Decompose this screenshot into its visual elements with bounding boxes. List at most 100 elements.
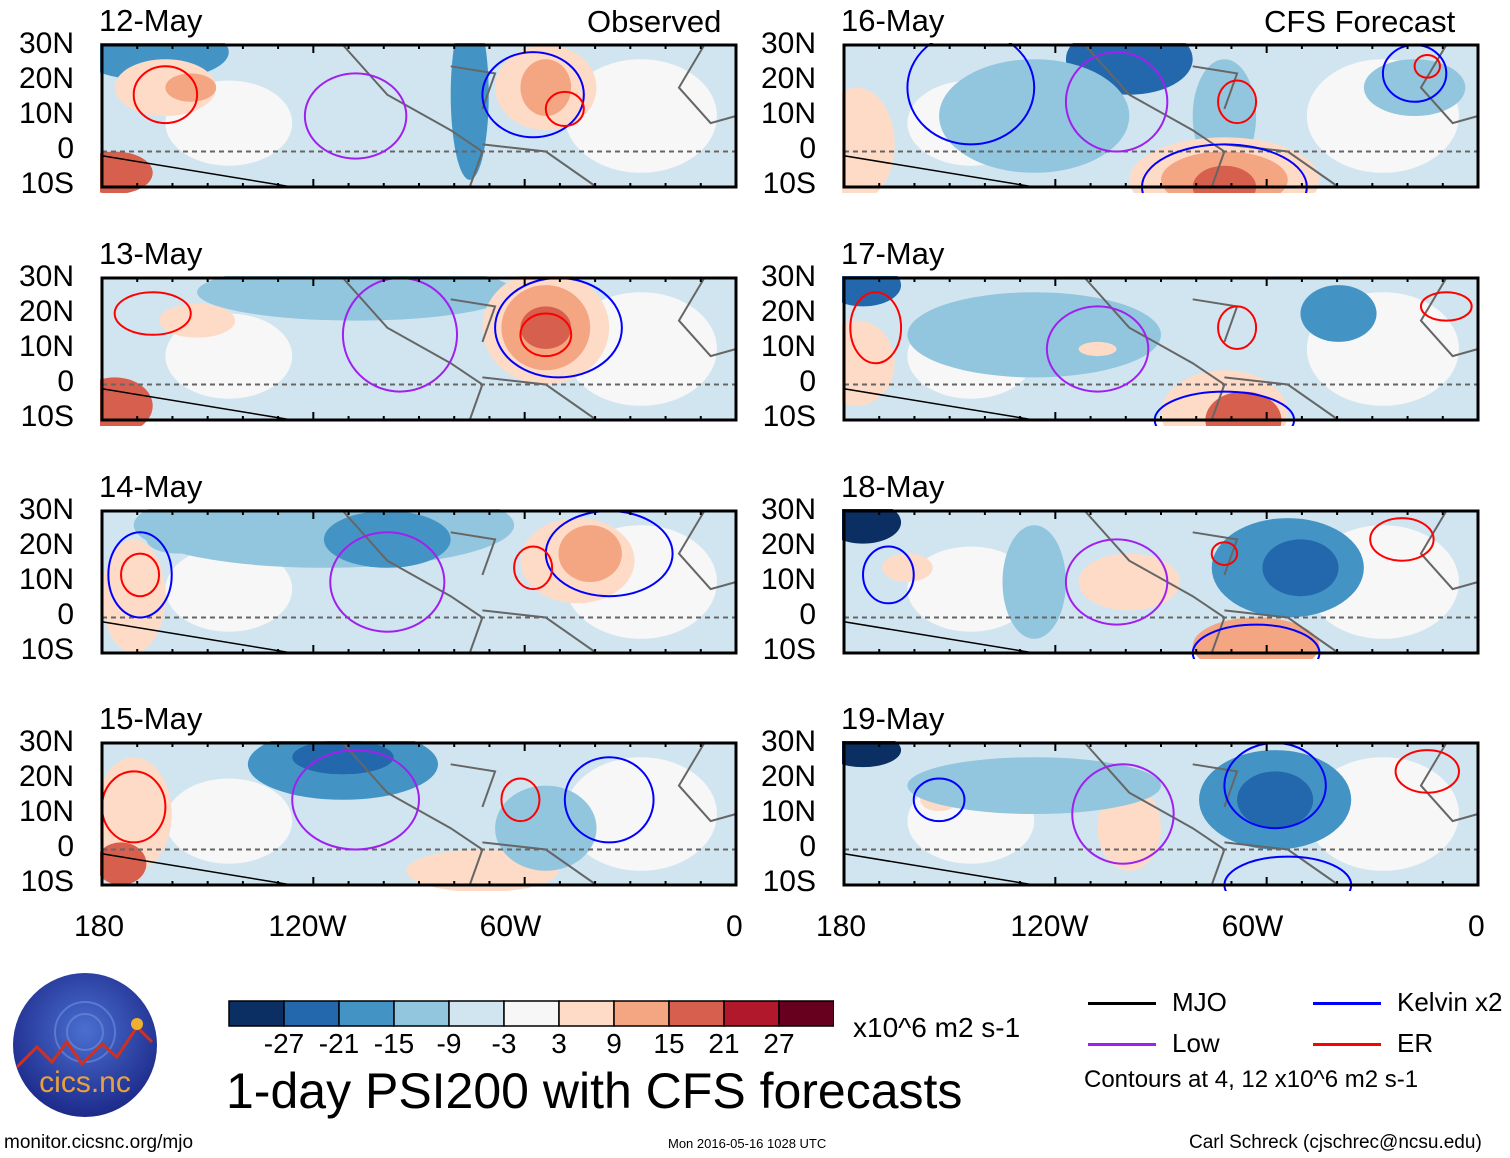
colorbar-label: 9 xyxy=(606,1028,622,1059)
field-region xyxy=(114,59,217,116)
lat-label: 30N xyxy=(18,725,74,758)
map-panel xyxy=(100,43,738,193)
legend-label: ER xyxy=(1397,1028,1434,1058)
field-region xyxy=(450,43,489,180)
mjo-contour xyxy=(843,388,1035,421)
field-region xyxy=(100,842,147,885)
coastline xyxy=(342,510,737,654)
colorbar-label: 3 xyxy=(551,1028,567,1059)
lat-label: 0 xyxy=(799,365,816,398)
legend-line xyxy=(1313,1002,1381,1005)
lat-label: 0 xyxy=(799,830,816,863)
field-region xyxy=(100,377,153,426)
colorbar-swatch xyxy=(613,1000,670,1027)
mjo-contour xyxy=(101,853,293,886)
lat-label: 10S xyxy=(762,865,816,898)
lat-label: 20N xyxy=(760,528,816,561)
wave-contour xyxy=(912,777,966,823)
field-region xyxy=(1300,285,1377,342)
lat-label: 0 xyxy=(57,132,74,165)
wave-contour xyxy=(513,545,554,591)
panel-date: 16-May xyxy=(841,3,945,38)
field-region xyxy=(1078,341,1117,357)
lon-label: 120W xyxy=(268,910,347,943)
wave-contour xyxy=(906,43,1036,146)
wave-contour xyxy=(1217,305,1258,350)
lat-label: 0 xyxy=(57,365,74,398)
colorbar-swatch xyxy=(338,1000,395,1027)
lat-label: 30N xyxy=(760,493,816,526)
colorbar-units: x10^6 m2 s-1 xyxy=(853,1012,1021,1043)
mjo-contour xyxy=(843,155,1035,188)
field-region xyxy=(146,525,210,554)
lat-label: 10S xyxy=(762,633,816,666)
panel-date: 13-May xyxy=(99,236,203,271)
footer-url[interactable]: monitor.cicsnc.org/mjo xyxy=(4,1132,194,1153)
field-region xyxy=(842,87,895,193)
wave-contour xyxy=(329,531,446,633)
lat-label: 20N xyxy=(760,295,816,328)
coastline xyxy=(1084,510,1479,654)
wave-contour xyxy=(862,545,915,605)
wave-contour xyxy=(1419,291,1473,322)
footer-author: Carl Schreck (cjschrec@ncsu.edu) xyxy=(1189,1132,1482,1153)
lon-label: 0 xyxy=(1468,910,1485,943)
page-title: 1-day PSI200 with CFS forecasts xyxy=(226,1063,963,1119)
legend-line xyxy=(1088,1002,1156,1005)
wave-contour xyxy=(120,552,161,598)
mjo-contour xyxy=(101,155,293,188)
wave-contour xyxy=(113,291,192,336)
colorbar-label: 21 xyxy=(708,1028,740,1059)
lat-label: 10N xyxy=(18,795,74,828)
colorbar-label: -3 xyxy=(491,1028,517,1059)
lat-label: 20N xyxy=(18,295,74,328)
field-region xyxy=(1237,771,1314,829)
lat-label: 10N xyxy=(18,97,74,130)
lon-label: 180 xyxy=(74,910,125,943)
field-region xyxy=(882,553,933,582)
map-panel xyxy=(842,509,1480,659)
colorbar-label: -15 xyxy=(373,1028,415,1059)
wave-contour xyxy=(1071,763,1175,865)
footer-timestamp: Mon 2016-05-16 1028 UTC xyxy=(668,1136,827,1151)
lat-label: 0 xyxy=(57,830,74,863)
lat-label: 20N xyxy=(760,760,816,793)
lat-label: 10S xyxy=(762,167,816,200)
field-region xyxy=(292,741,394,775)
panel-date: 19-May xyxy=(841,701,945,736)
field-region xyxy=(1002,525,1066,639)
lat-label: 0 xyxy=(799,598,816,631)
wave-contour xyxy=(303,72,408,160)
wave-contour xyxy=(1413,53,1441,79)
wave-contour xyxy=(849,291,903,365)
lon-label: 60W xyxy=(1221,910,1284,943)
coastline xyxy=(1084,742,1479,886)
wave-contour xyxy=(1064,51,1169,153)
field-region xyxy=(165,546,293,632)
field-region xyxy=(842,741,902,768)
wave-contour xyxy=(1045,305,1150,393)
lat-label: 10S xyxy=(762,400,816,433)
coastline xyxy=(1084,44,1479,188)
panel-date: 17-May xyxy=(841,236,945,271)
colorbar-label: 15 xyxy=(653,1028,685,1059)
lat-label: 10N xyxy=(760,97,816,130)
legend-label: Kelvin x2 xyxy=(1397,987,1503,1017)
lat-label: 10N xyxy=(18,330,74,363)
wave-contour xyxy=(1369,517,1435,562)
lat-label: 30N xyxy=(760,27,816,60)
map-panel xyxy=(842,43,1480,193)
colorbar-swatch xyxy=(558,1000,615,1027)
lat-label: 10N xyxy=(760,795,816,828)
colorbar-swatch xyxy=(228,1000,285,1027)
lat-label: 10N xyxy=(760,330,816,363)
colorbar-label: 27 xyxy=(763,1028,795,1059)
lat-label: 30N xyxy=(18,260,74,293)
observed-header: Observed xyxy=(587,4,722,39)
colorbar-swatch xyxy=(668,1000,725,1027)
colorbar-swatch xyxy=(778,1000,834,1027)
colorbar-label: -21 xyxy=(318,1028,360,1059)
mjo-contour xyxy=(843,621,1035,654)
wave-contour xyxy=(544,90,585,127)
